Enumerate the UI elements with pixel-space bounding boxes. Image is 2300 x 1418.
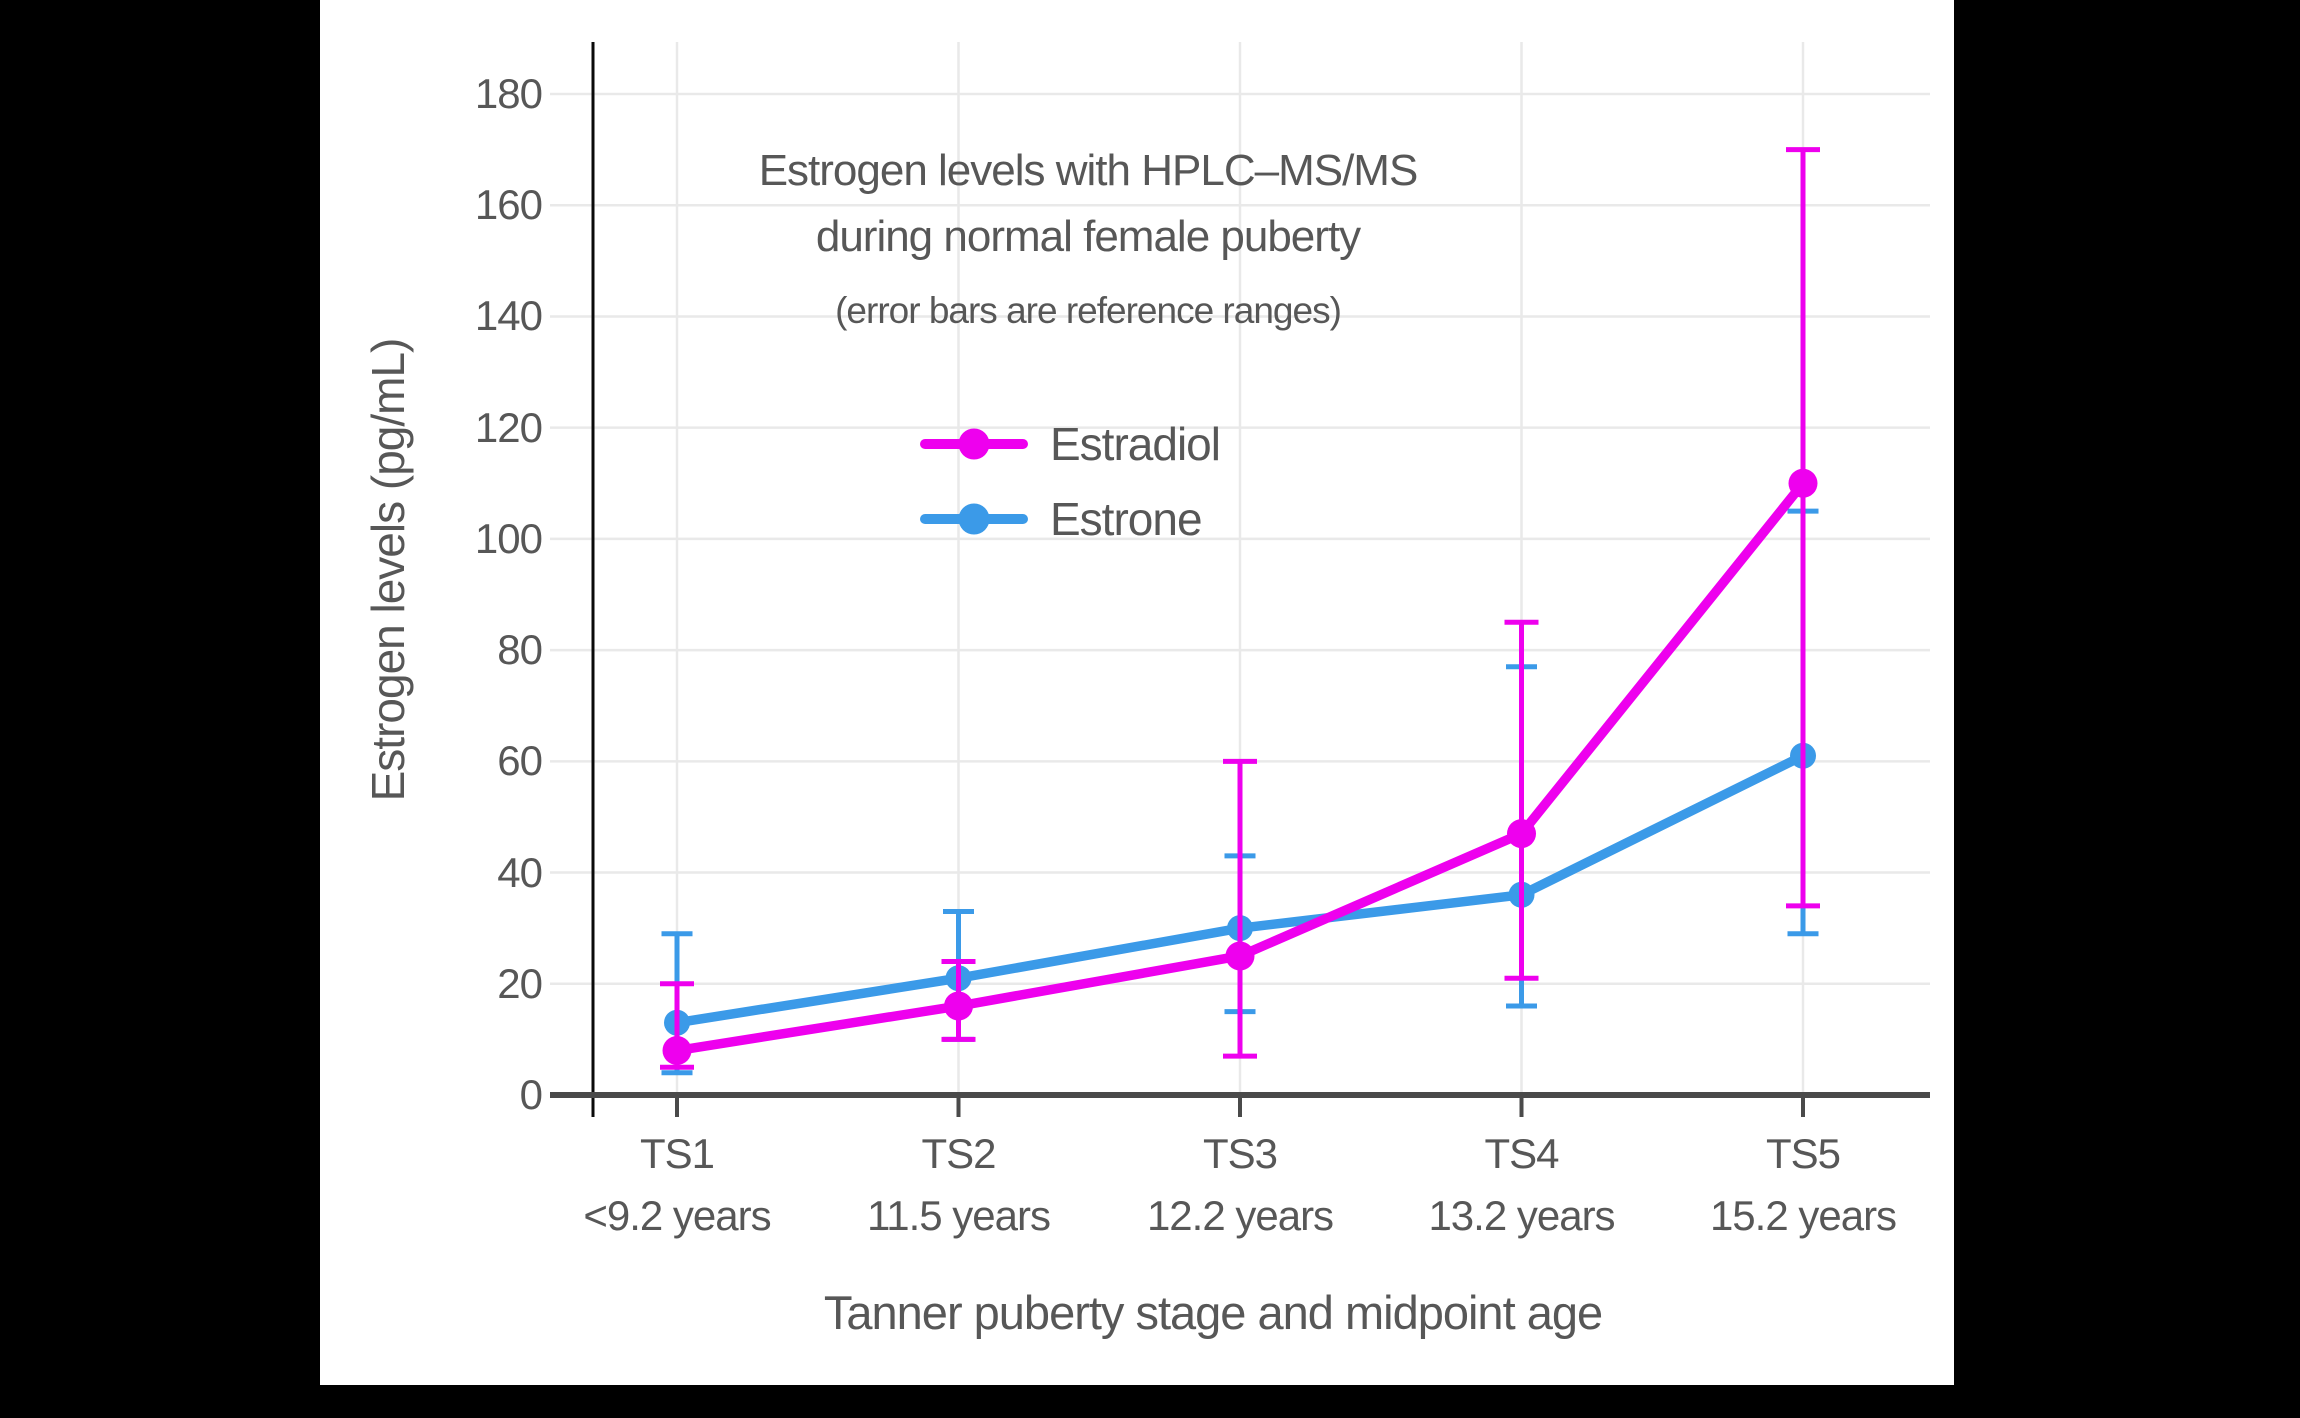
chart-title-line-2: during normal female puberty bbox=[815, 212, 1361, 261]
x-tick-label-ts4: TS4 bbox=[1484, 1130, 1559, 1177]
chart-card: Estrogen levels with HPLC–MS/MS during n… bbox=[320, 0, 1954, 1385]
y-tick-label-120: 120 bbox=[474, 403, 543, 451]
legend-item-estrone: Estrone bbox=[920, 481, 1220, 556]
data-point-estradiol bbox=[1507, 819, 1536, 849]
x-tick-label-ts1: TS1 bbox=[639, 1130, 715, 1177]
y-tick-label-140: 140 bbox=[474, 292, 543, 340]
legend: Estradiol Estrone bbox=[920, 406, 1221, 556]
x-age-label-ts1: <9.2 years bbox=[583, 1192, 771, 1239]
y-tick-label-160: 160 bbox=[474, 181, 543, 229]
y-tick-label-100: 100 bbox=[474, 514, 543, 562]
x-axis-title: Tanner puberty stage and midpoint age bbox=[823, 1286, 1603, 1339]
estradiol-legend-dot bbox=[958, 428, 990, 460]
x-age-label-ts2: 11.5 years bbox=[867, 1192, 1051, 1239]
data-point-estradiol bbox=[662, 1036, 692, 1066]
y-tick-label-40: 40 bbox=[497, 848, 543, 896]
chart-title-line-1: Estrogen levels with HPLC–MS/MS bbox=[758, 146, 1419, 195]
legend-item-estradiol: Estradiol bbox=[920, 406, 1221, 481]
x-tick-label-ts2: TS2 bbox=[921, 1130, 996, 1177]
estrone-legend-dot bbox=[958, 503, 990, 535]
x-age-label-ts3: 12.2 years bbox=[1146, 1192, 1334, 1239]
x-tick-label-ts5: TS5 bbox=[1765, 1130, 1841, 1177]
y-tick-label-20: 20 bbox=[497, 959, 543, 1007]
data-point-estradiol bbox=[1225, 941, 1255, 971]
legend-label-estrone: Estrone bbox=[1050, 492, 1203, 545]
x-age-label-ts4: 13.2 years bbox=[1428, 1192, 1615, 1239]
estradiol-line-marker-icon bbox=[920, 426, 1028, 461]
y-tick-label-180: 180 bbox=[474, 70, 543, 117]
plot-area bbox=[550, 42, 1930, 1117]
data-point-estradiol bbox=[944, 991, 973, 1021]
y-tick-label-60: 60 bbox=[497, 737, 543, 785]
x-age-label-ts5: 15.2 years bbox=[1709, 1192, 1897, 1239]
chart-subtitle: (error bars are reference ranges) bbox=[835, 290, 1342, 331]
estrone-line-marker-icon bbox=[920, 501, 1028, 536]
y-tick-label-80: 80 bbox=[497, 626, 543, 674]
data-point-estradiol bbox=[1788, 468, 1818, 498]
x-tick-label-ts3: TS3 bbox=[1202, 1130, 1278, 1177]
chart-title-block: Estrogen levels with HPLC–MS/MS during n… bbox=[758, 138, 1419, 340]
legend-label-estradiol: Estradiol bbox=[1050, 417, 1221, 470]
y-tick-label-0: 0 bbox=[519, 1071, 543, 1118]
